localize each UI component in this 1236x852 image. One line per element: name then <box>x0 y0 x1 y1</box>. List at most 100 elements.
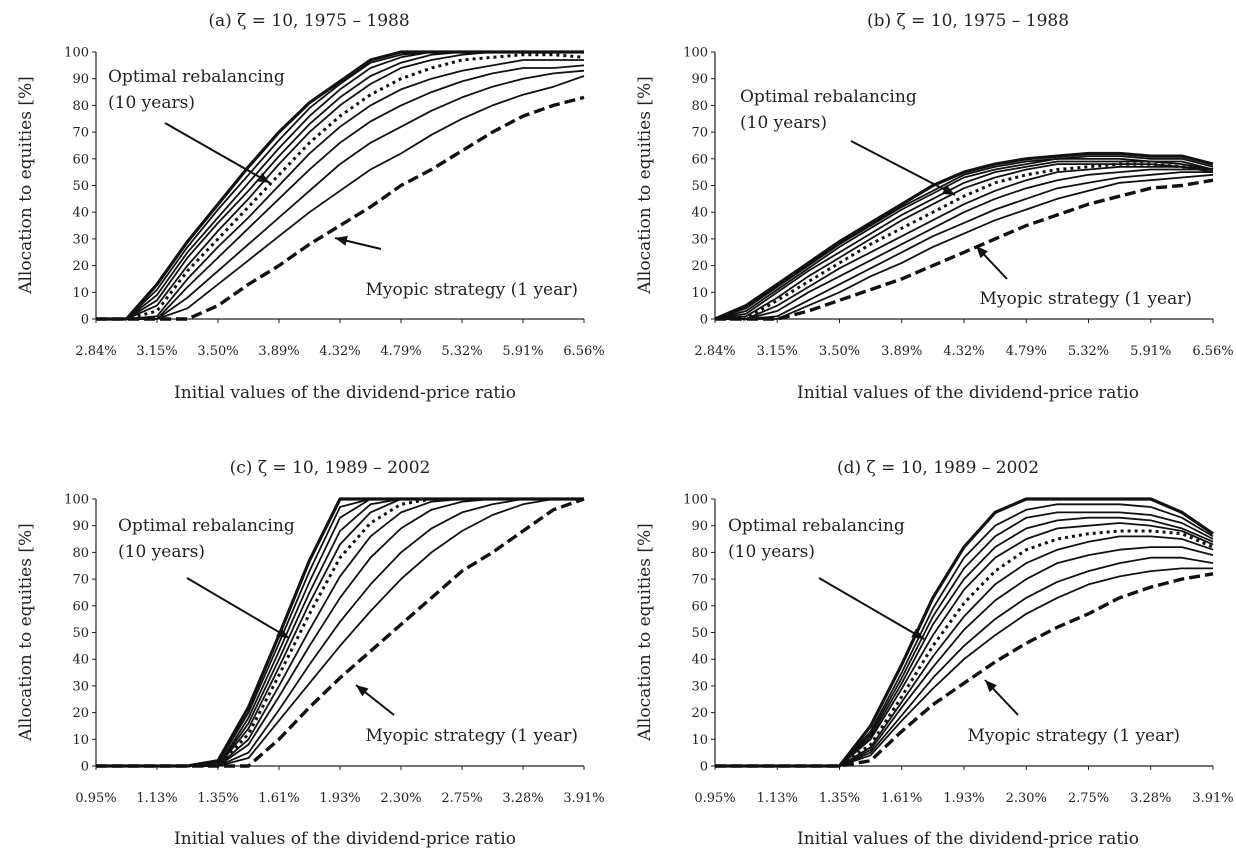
panel-c-title: (c) ζ = 10, 1989 – 2002 <box>230 458 431 478</box>
panel-d-annotation-horizon: (10 years) <box>728 542 815 562</box>
panel-a-y-tick-label: 0 <box>81 313 89 328</box>
panel-d-x-tick-label: 2.75% <box>1068 791 1109 806</box>
panel-b-series-line-10 <box>715 173 1214 320</box>
panel-c-y-tick-label: 10 <box>72 733 89 748</box>
panel-a-y-tick-label: 20 <box>72 259 89 274</box>
panel-c-x-tick-label: 1.93% <box>319 791 360 806</box>
panel-d-y-label: Allocation to equities [%] <box>635 523 655 742</box>
panel-c-x-tick-label: 1.13% <box>136 791 177 806</box>
panel-d-title: (d) ζ = 10, 1989 – 2002 <box>837 458 1039 478</box>
panel-c: (c) ζ = 10, 1989 – 2002 Allocation to eq… <box>16 458 605 849</box>
panel-b-series-line-6 <box>715 162 1214 321</box>
panel-c-series-line-11 <box>96 497 585 768</box>
panel-b-series-line-2 <box>714 155 1214 320</box>
panel-d-y-tick-label: 90 <box>691 519 708 534</box>
panel-b-plot: 0 10 20 30 40 50 60 70 80 90 100 2.84% 3.15% 3.50% 3.8… <box>683 46 1233 360</box>
panel-a-arrow-head-1 <box>257 172 270 183</box>
panel-a-x-tick-label: 5.91% <box>502 344 543 359</box>
panel-c-y-tick-label: 60 <box>72 599 89 614</box>
panel-b-y-tick-label: 80 <box>691 99 708 114</box>
panel-c-y-tick-label: 70 <box>72 573 89 588</box>
panel-a-y-tick-label: 50 <box>72 179 89 194</box>
panel-d-y-tick-label: 40 <box>691 653 708 668</box>
panel-d-y-tick-label: 60 <box>691 599 708 614</box>
panel-d-y-tick-label: 70 <box>691 573 708 588</box>
panel-a-annotation-optimal: Optimal rebalancing <box>108 67 285 87</box>
panel-d-annotation-myopic: Myopic strategy (1 year) <box>968 726 1181 746</box>
panel-b-series-line-7 <box>715 165 1214 320</box>
panel-c-arrow-head-2 <box>356 685 369 697</box>
panel-b-title: (b) ζ = 10, 1975 – 1988 <box>867 11 1069 31</box>
panel-c-x-tick-label: 1.35% <box>197 791 238 806</box>
panel-a-arrow-head-2 <box>335 235 348 246</box>
panel-c-plot: 0 10 20 30 40 50 60 70 80 90 100 0.95% 1.13% 1.35% 1.6… <box>64 493 604 807</box>
panel-d-x-label: Initial values of the dividend-price rat… <box>797 829 1139 849</box>
panel-d-x-tick-label: 2.30% <box>1006 791 1047 806</box>
panel-a-x-tick-label: 3.15% <box>136 344 177 359</box>
panel-b-y-tick-label: 10 <box>691 286 708 301</box>
panel-b-x-tick-label: 3.50% <box>819 344 860 359</box>
panel-a-x-tick-label: 4.79% <box>380 344 421 359</box>
panel-c-annotation-horizon: (10 years) <box>118 542 205 562</box>
panel-a-plot: 0 10 20 30 40 50 60 70 80 90 100 2.84% 3.15% 3.50% 3.8… <box>64 46 604 360</box>
panel-b-x-tick-label: 3.15% <box>757 344 798 359</box>
panel-c-y-tick-label: 80 <box>72 546 89 561</box>
panel-d: (d) ζ = 10, 1989 – 2002 Allocation to eq… <box>635 458 1234 849</box>
panel-b-x-tick-label: 2.84% <box>694 344 735 359</box>
panel-b-arrow-head-1 <box>942 185 955 195</box>
panel-c-y-tick-label: 90 <box>72 519 89 534</box>
panel-a-series-line-6 <box>96 53 585 321</box>
panel-a-series-line-8 <box>96 64 585 320</box>
panel-d-x-tick-label: 1.35% <box>819 791 860 806</box>
panel-a-x-tick-label: 2.84% <box>75 344 116 359</box>
panel-b-annotation-optimal: Optimal rebalancing <box>740 87 917 107</box>
panel-d-y-tick-label: 0 <box>700 760 708 775</box>
panel-b-y-label: Allocation to equities [%] <box>635 76 655 295</box>
panel-d-arrow-line-1 <box>818 577 925 640</box>
panel-d-y-tick-label: 30 <box>691 679 708 694</box>
panel-a-y-tick-label: 100 <box>64 46 89 61</box>
panel-b-annotation-myopic: Myopic strategy (1 year) <box>980 289 1193 309</box>
panel-c-arrow-line-1 <box>186 577 290 639</box>
panel-b-y-tick-label: 40 <box>691 206 708 221</box>
panel-a-series-line-11 <box>96 95 585 321</box>
panel-b-y-tick-label: 90 <box>691 72 708 87</box>
panel-b-y-tick-label: 30 <box>691 232 708 247</box>
panel-d-y-tick-label: 10 <box>691 733 708 748</box>
panel-b-series-line-1 <box>714 151 1214 321</box>
panel-b-y-tick-label: 50 <box>691 179 708 194</box>
panel-d-x-tick-label: 1.93% <box>943 791 984 806</box>
panel-b-x-tick-label: 6.56% <box>1192 344 1233 359</box>
panel-a-x-tick-label: 4.32% <box>319 344 360 359</box>
panel-b-x-tick-label: 4.32% <box>943 344 984 359</box>
panel-b-series-line-8 <box>715 168 1213 320</box>
panel-d-series-line-11 <box>715 572 1214 768</box>
panel-b-x-label: Initial values of the dividend-price rat… <box>797 383 1139 403</box>
panel-a-x-tick-label: 3.89% <box>258 344 299 359</box>
panel-a-annotation-horizon: (10 years) <box>108 93 195 113</box>
panel-b-y-tick-label: 60 <box>691 152 708 167</box>
panel-c-y-tick-label: 30 <box>72 679 89 694</box>
panel-c-y-label: Allocation to equities [%] <box>16 523 36 742</box>
panel-c-y-tick-label: 40 <box>72 653 89 668</box>
panel-c-y-tick-label: 100 <box>64 493 89 508</box>
panel-a-y-tick-label: 10 <box>72 286 89 301</box>
panel-d-x-tick-label: 1.13% <box>757 791 798 806</box>
panel-d-y-tick-label: 20 <box>691 706 708 721</box>
panel-d-y-tick-label: 50 <box>691 626 708 641</box>
panel-a-y-tick-label: 30 <box>72 232 89 247</box>
panel-c-y-tick-label: 0 <box>81 760 89 775</box>
panel-b-y-tick-label: 20 <box>691 259 708 274</box>
panel-a-series-line-5 <box>96 51 584 320</box>
panel-a-y-tick-label: 70 <box>72 126 89 141</box>
panel-a-x-tick-label: 3.50% <box>197 344 238 359</box>
panel-b-x-tick-label: 5.91% <box>1130 344 1171 359</box>
panel-c-arrow-head-1 <box>276 627 289 638</box>
panel-b-series-line-3 <box>714 157 1214 320</box>
panel-c-x-tick-label: 3.91% <box>563 791 604 806</box>
panel-c-annotation-optimal: Optimal rebalancing <box>118 516 295 536</box>
panel-b-x-tick-label: 4.79% <box>1006 344 1047 359</box>
panel-b-y-tick-label: 100 <box>683 46 708 61</box>
panel-b-series-line-9 <box>715 171 1213 320</box>
panel-b-arrow-line-1 <box>850 140 956 196</box>
